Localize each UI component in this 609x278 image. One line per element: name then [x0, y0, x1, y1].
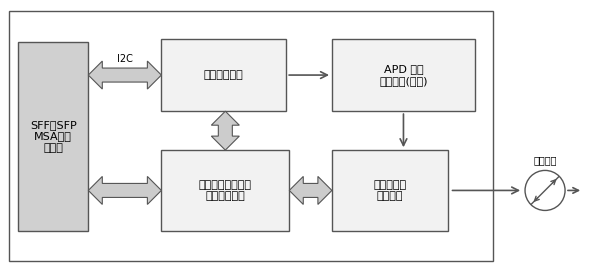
Text: SFF或SFP
MSA定义
电接口: SFF或SFP MSA定义 电接口: [30, 120, 77, 153]
Polygon shape: [289, 177, 332, 204]
Text: 光收发模块
接口组件: 光收发模块 接口组件: [373, 180, 406, 201]
Text: 光纤跳线: 光纤跳线: [533, 155, 557, 165]
Bar: [332, 150, 448, 231]
Bar: [161, 39, 286, 111]
Text: 限幅放大及激光器
驱动集成单元: 限幅放大及激光器 驱动集成单元: [199, 180, 252, 201]
Text: I2C: I2C: [117, 54, 133, 64]
Text: 微处理器单元: 微处理器单元: [204, 70, 244, 80]
Polygon shape: [88, 177, 161, 204]
Bar: [332, 39, 475, 111]
Polygon shape: [88, 61, 161, 89]
Bar: [161, 150, 289, 231]
Bar: [9, 11, 493, 261]
Bar: [18, 42, 88, 231]
Polygon shape: [211, 111, 239, 150]
Text: APD 反偏
高压电路(可选): APD 反偏 高压电路(可选): [379, 64, 428, 86]
